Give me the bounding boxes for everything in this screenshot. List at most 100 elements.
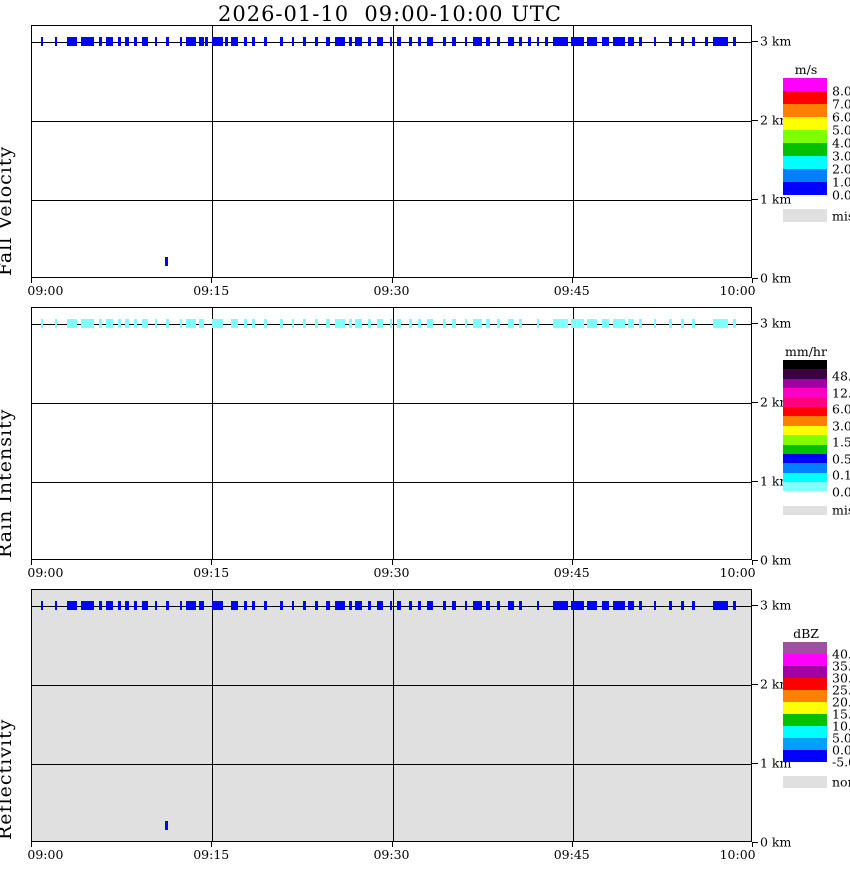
x-tick [391, 278, 393, 283]
x-tick-label: 09:00 [27, 283, 64, 298]
data-mark [367, 601, 371, 611]
data-mark [280, 319, 283, 329]
data-mark [442, 37, 446, 47]
data-mark [536, 319, 539, 329]
data-mark [486, 319, 490, 329]
y-tick [752, 322, 758, 324]
data-mark [519, 601, 523, 611]
data-mark [166, 601, 169, 611]
data-mark [66, 37, 77, 47]
colorbar-band [783, 91, 827, 104]
data-mark [205, 37, 208, 47]
x-tick-label: 10:00 [719, 847, 756, 862]
x-tick-label: 10:00 [719, 283, 756, 298]
data-mark [571, 601, 585, 611]
colorbar-band [783, 169, 827, 182]
colorbar-band [783, 397, 827, 407]
panel-label-rain-intensity: Rain Intensity [0, 408, 16, 558]
colorbar-band [783, 678, 827, 690]
data-mark [571, 319, 585, 329]
data-mark [179, 601, 182, 611]
colorbar-title-reflectivity: dBZ [793, 626, 819, 641]
data-mark [409, 37, 412, 47]
data-mark [186, 601, 196, 611]
data-mark [355, 37, 363, 47]
data-mark [473, 601, 482, 611]
colorbar-band [783, 714, 827, 726]
gridline-v-0930 [392, 590, 394, 841]
data-mark [251, 601, 255, 611]
data-mark [497, 319, 500, 329]
x-tick-label: 09:15 [193, 283, 230, 298]
colorbar-strip-reflectivity [783, 642, 827, 762]
colorbar-tick-label: 25.0 [832, 682, 850, 698]
data-mark [552, 37, 569, 47]
x-tick [31, 278, 32, 283]
gridline-h-1km [32, 481, 751, 483]
x-tick [752, 842, 753, 847]
data-mark [587, 319, 598, 329]
colorbar-tick-label: 30.0 [832, 670, 850, 686]
gridline-v-0930 [392, 308, 394, 559]
colorbar-tick-label: 0.0 [832, 742, 850, 758]
panel-label-reflectivity: Reflectivity [0, 718, 16, 840]
data-mark [389, 37, 393, 47]
data-mark [303, 37, 306, 47]
x-tick [391, 842, 393, 847]
data-mark [105, 37, 113, 47]
data-mark [627, 319, 635, 329]
data-mark [55, 601, 58, 611]
y-tick [752, 842, 758, 843]
panel-label-fall-velocity: Fall Velocity [0, 145, 16, 276]
data-mark [264, 319, 268, 329]
colorbar-band [783, 388, 827, 398]
data-mark [473, 37, 482, 47]
data-mark [639, 37, 642, 47]
colorbar-band [783, 472, 827, 483]
data-mark [417, 37, 421, 47]
gridline-h-2km [32, 684, 751, 686]
data-mark [464, 601, 468, 611]
data-mark [154, 37, 158, 47]
data-mark [230, 37, 239, 47]
data-mark [417, 601, 421, 611]
plot-area-rain-intensity [31, 307, 752, 560]
data-mark [99, 319, 102, 329]
data-mark [669, 37, 673, 47]
data-mark [243, 319, 247, 329]
data-mark [497, 37, 500, 47]
data-mark [389, 319, 393, 329]
data-mark [601, 319, 609, 329]
y-tick [752, 560, 758, 561]
colorbar-band [783, 143, 827, 156]
data-mark [653, 37, 657, 47]
colorbar-tick-label: 10.0 [832, 718, 850, 734]
data-mark [691, 319, 695, 329]
data-mark [199, 37, 204, 47]
colorbar-band [783, 360, 827, 370]
x-tick [211, 278, 213, 283]
data-mark [486, 601, 490, 611]
x-tick-label: 09:45 [553, 565, 590, 580]
x-tick [31, 560, 32, 565]
colorbar-tick-label: 15.0 [832, 706, 850, 722]
data-mark [326, 319, 330, 329]
colorbar-band [783, 182, 827, 195]
colorbar-title-fall-velocity: m/s [794, 62, 818, 77]
data-mark [40, 601, 43, 611]
data-mark [442, 601, 446, 611]
data-mark [519, 319, 523, 329]
data-mark [349, 319, 353, 329]
colorbar-band [783, 738, 827, 750]
x-tick [571, 842, 573, 847]
data-mark [627, 601, 635, 611]
y-tick [752, 683, 758, 685]
colorbar-tick-label: 8.0 [832, 83, 850, 99]
colorbar-band [783, 482, 827, 492]
colorbar-extra-swatch-rain-intensity [783, 505, 827, 515]
data-mark [81, 601, 94, 611]
data-mark [409, 601, 412, 611]
y-tick [752, 40, 758, 42]
data-mark [349, 37, 353, 47]
